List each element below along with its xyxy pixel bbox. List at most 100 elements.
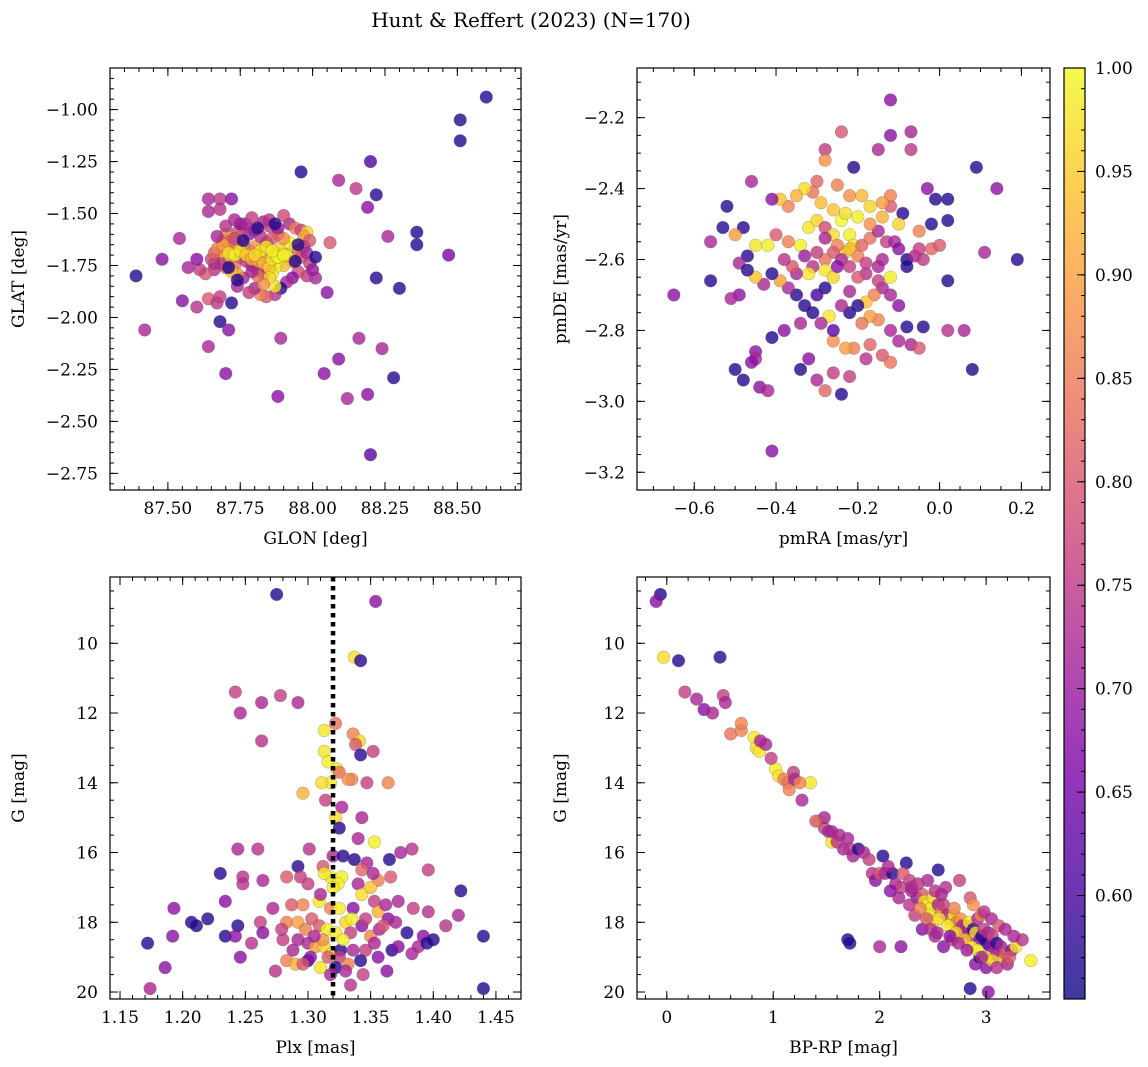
data-point — [1010, 252, 1024, 267]
ticks-bprp-g — [637, 577, 1051, 999]
panel-pmra-pmde: −0.6 −0.4 −0.2 0.0 0.2 −2.2 −2.4 −2.6 −2.8 −3.0 −3… — [551, 67, 1051, 549]
data-point — [798, 299, 812, 313]
data-point — [255, 695, 269, 710]
data-point — [951, 936, 966, 950]
data-point — [843, 259, 857, 274]
data-point — [356, 967, 370, 982]
colorbar-tick-label: 0.65 — [1095, 783, 1133, 803]
data-point — [288, 254, 302, 268]
data-point — [826, 323, 840, 338]
data-point — [318, 793, 333, 807]
y-tick-label: 12 — [603, 704, 625, 724]
y-tick-label: −2.8 — [584, 321, 625, 341]
data-point — [830, 178, 844, 192]
data-point — [785, 259, 799, 274]
data-point — [916, 320, 930, 334]
data-point — [998, 922, 1012, 936]
data-point — [892, 242, 906, 256]
y-tick-label: 16 — [603, 844, 625, 864]
data-point — [201, 204, 216, 219]
data-point — [387, 371, 401, 385]
data-point — [389, 915, 403, 929]
data-point — [703, 235, 718, 249]
data-point — [236, 877, 250, 891]
data-point — [847, 160, 861, 174]
x-tick-label: 0 — [661, 1008, 672, 1028]
data-point — [795, 793, 809, 807]
data-point — [190, 252, 204, 266]
data-point — [947, 901, 961, 915]
data-point — [369, 188, 383, 202]
data-point — [671, 654, 686, 668]
data-point — [814, 316, 828, 330]
data-point — [781, 199, 795, 213]
data-point — [317, 866, 331, 881]
x-axis-label: BP-RP [mag] — [789, 1038, 898, 1058]
data-point — [361, 200, 375, 214]
data-point — [859, 352, 873, 366]
data-point — [765, 192, 779, 206]
data-point — [453, 134, 467, 148]
data-point — [352, 331, 366, 345]
data-point — [740, 249, 755, 263]
data-point — [270, 587, 284, 602]
colorbar-tick-label: 0.90 — [1095, 266, 1133, 286]
data-point — [941, 323, 955, 338]
data-point — [678, 685, 692, 699]
data-point — [892, 334, 906, 348]
x-axis-label: pmRA [mas/yr] — [779, 529, 908, 549]
data-point — [265, 244, 279, 258]
x-tick-label: 1 — [768, 1008, 779, 1028]
data-point — [213, 866, 227, 881]
data-point — [405, 947, 419, 961]
ticks-pmra-pmde — [637, 68, 1050, 491]
y-tick-label: −2.2 — [584, 109, 625, 129]
data-point — [454, 884, 468, 898]
data-point — [855, 189, 869, 203]
y-tick-label: 20 — [603, 983, 625, 1003]
data-point — [143, 981, 157, 996]
y-tick-label: −3.2 — [584, 463, 625, 483]
data-point — [359, 912, 373, 926]
data-point — [391, 940, 405, 954]
data-point — [943, 929, 957, 943]
data-point — [990, 961, 1004, 975]
y-tick-label: −2.6 — [584, 250, 625, 270]
data-point — [761, 238, 775, 252]
figure-title: Hunt & Reffert (2023) (N=170) — [371, 8, 691, 32]
axes-frame — [109, 576, 522, 1000]
data-point — [793, 362, 808, 377]
data-point — [728, 362, 742, 377]
data-point — [138, 323, 152, 337]
data-point — [810, 373, 824, 387]
x-tick-label: 1.20 — [164, 1008, 202, 1028]
data-point — [930, 926, 944, 940]
data-point — [892, 891, 906, 905]
data-point — [277, 209, 291, 223]
data-point — [345, 912, 359, 926]
data-point — [759, 737, 773, 752]
data-point — [476, 981, 491, 996]
data-point — [332, 765, 346, 779]
data-point — [421, 905, 435, 919]
axes-frame — [636, 576, 1051, 1000]
data-point — [175, 294, 189, 308]
data-point — [649, 594, 663, 609]
y-tick-label: 14 — [76, 774, 98, 794]
data-point — [266, 901, 280, 915]
ticks-glon-glat — [109, 67, 521, 490]
data-point — [975, 950, 989, 964]
data-point — [781, 235, 795, 249]
data-point — [960, 943, 974, 957]
data-point — [941, 274, 955, 288]
data-point — [724, 291, 738, 306]
data-point — [210, 229, 224, 243]
data-point — [323, 236, 337, 250]
data-point — [155, 252, 169, 266]
data-point — [255, 734, 269, 748]
data-point — [375, 342, 389, 356]
data-point — [667, 288, 681, 302]
data-point — [769, 228, 783, 242]
data-point — [843, 242, 857, 256]
